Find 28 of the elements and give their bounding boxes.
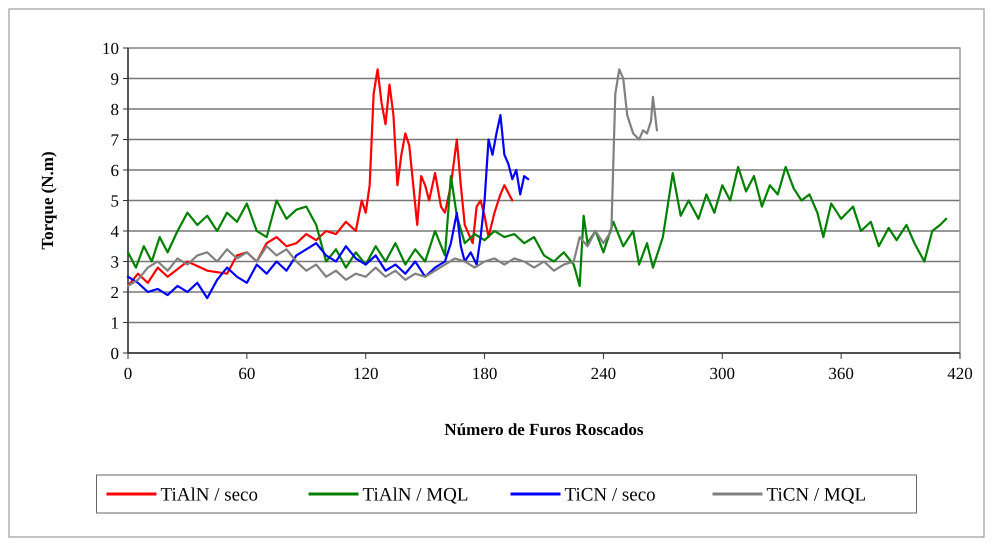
y-tick-label: 0 (110, 344, 119, 363)
y-tick-label: 9 (110, 69, 119, 88)
y-tick-label: 1 (110, 313, 119, 332)
x-tick-label: 0 (124, 364, 132, 383)
y-tick-label: 2 (110, 282, 119, 302)
y-axis-title: Torque (N.m) (38, 151, 57, 250)
line-series (126, 68, 514, 287)
legend-label: TiCN / seco (564, 484, 656, 506)
y-tick-label: 8 (110, 100, 119, 119)
y-tick-label: 7 (110, 130, 120, 150)
x-tick-label: 120 (352, 364, 378, 383)
x-tick-label: 300 (710, 364, 736, 383)
x-tick-label: 240 (590, 364, 616, 383)
x-tick-label: 60 (238, 364, 256, 383)
x-tick-label: 180 (472, 364, 498, 383)
legend-label: TiCN / MQL (766, 484, 866, 506)
y-tick-label: 10 (102, 38, 119, 58)
line-series (126, 114, 530, 300)
y-tick-label: 6 (110, 160, 119, 180)
x-tick-label: 420 (947, 364, 973, 383)
x-tick-label: 360 (828, 364, 854, 383)
line-series (126, 166, 948, 287)
y-tick-label: 5 (110, 191, 119, 210)
y-tick-label: 3 (110, 252, 119, 272)
legend-label: TiAlN / seco (160, 484, 258, 506)
x-axis-title: Número de Furos Roscados (444, 420, 644, 439)
legend-label: TiAlN / MQL (362, 484, 468, 506)
y-tick-label: 4 (110, 222, 120, 241)
